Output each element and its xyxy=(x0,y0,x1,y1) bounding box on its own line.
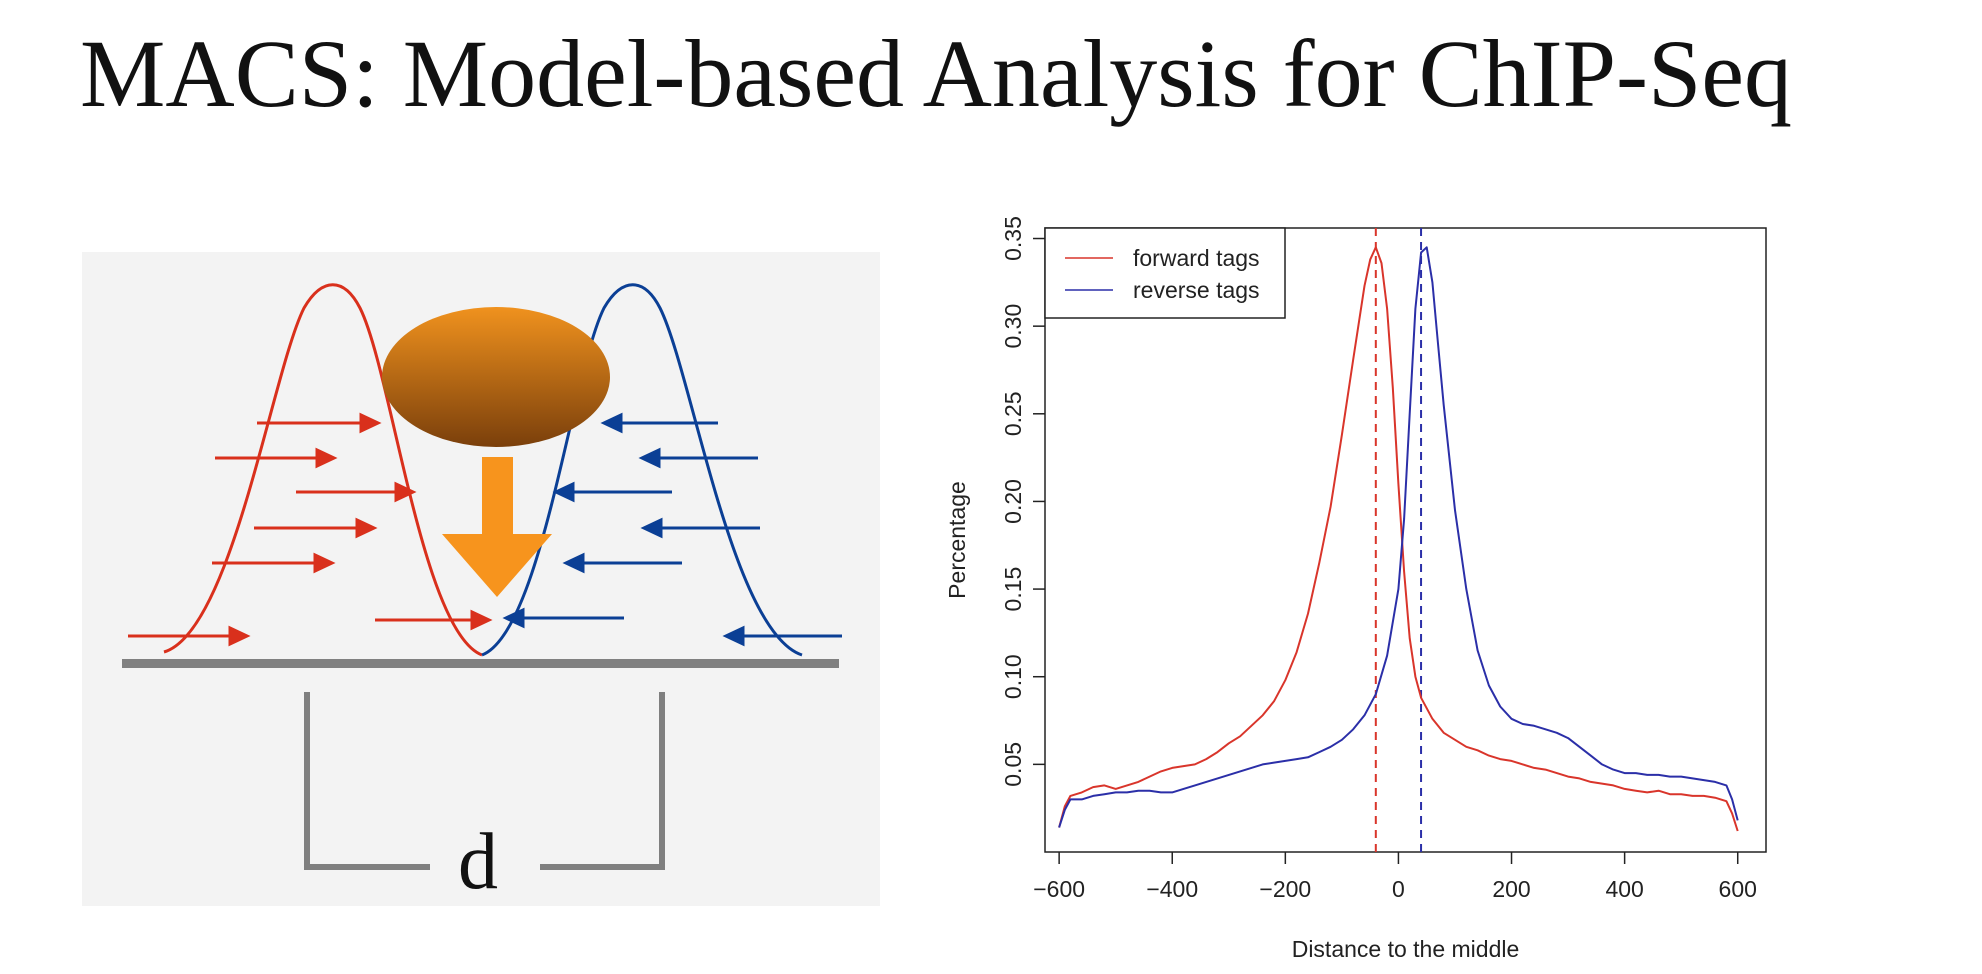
y-tick-label: 0.20 xyxy=(1000,479,1026,524)
x-axis-title: Distance to the middle xyxy=(1292,936,1520,962)
reverse-tag-arrow-icon xyxy=(638,447,758,469)
forward-tag-arrow-icon xyxy=(375,609,493,631)
forward-tag-arrow-icon xyxy=(215,447,338,469)
series-lines xyxy=(1058,246,1739,832)
diagram-canvas: d xyxy=(122,283,842,906)
forward-tag-arrow-icon xyxy=(257,412,382,434)
plot-frame xyxy=(1044,227,1767,853)
y-axis-title: Percentage xyxy=(944,481,970,599)
forward-tag-arrow-icon xyxy=(212,552,336,574)
peak-lines xyxy=(1374,228,1423,852)
legend: forward tags reverse tags xyxy=(1044,227,1286,319)
legend-label-forward: forward tags xyxy=(1133,245,1260,271)
x-tick-label: −400 xyxy=(1146,876,1198,902)
reverse-peak-curve xyxy=(481,283,803,657)
reverse-tag-arrows xyxy=(502,412,842,647)
forward-tag-arrow-icon xyxy=(296,481,417,503)
y-tick-label: 0.10 xyxy=(1000,654,1026,699)
reverse-tag-arrow-icon xyxy=(722,625,842,647)
chip-seq-diagram: d xyxy=(82,252,880,906)
forward-tag-arrows xyxy=(128,412,493,647)
legend-label-reverse: reverse tags xyxy=(1133,277,1260,303)
reverse-tag-arrow-icon xyxy=(600,412,718,434)
y-tick-label: 0.25 xyxy=(1000,391,1026,436)
x-tick-label: −600 xyxy=(1033,876,1085,902)
reverse-tag-arrow-icon xyxy=(502,607,624,629)
protein-blob-icon xyxy=(382,307,610,447)
x-tick-label: 600 xyxy=(1719,876,1757,902)
forward-tag-arrow-icon xyxy=(254,517,378,539)
slide-title: MACS: Model-based Analysis for ChIP-Seq xyxy=(80,20,1792,127)
distance-bracket-right xyxy=(540,692,665,870)
forward-peak-curve xyxy=(163,283,483,657)
forward-tag-arrow-icon xyxy=(128,625,251,647)
y-tick-label: 0.35 xyxy=(1000,216,1026,261)
down-arrow-icon xyxy=(442,457,552,597)
series-line-reverse xyxy=(1058,246,1739,828)
legend-box xyxy=(1044,227,1286,319)
series-line-forward xyxy=(1058,246,1739,832)
distance-bracket-left xyxy=(304,692,430,870)
y-tick-label: 0.30 xyxy=(1000,304,1026,349)
reverse-tag-arrow-icon xyxy=(562,552,682,574)
x-tick-label: 200 xyxy=(1492,876,1530,902)
distance-label: d xyxy=(458,818,498,906)
tag-distribution-chart: −600 −400 −200 0 200 400 600 0.05 0.10 0.15 0.20 0.… xyxy=(900,200,1982,974)
x-tick-label: 400 xyxy=(1605,876,1643,902)
x-tick-label: 0 xyxy=(1392,876,1405,902)
dna-baseline xyxy=(122,659,839,668)
x-tick-label: −200 xyxy=(1259,876,1311,902)
reverse-tag-arrow-icon xyxy=(552,481,672,503)
reverse-tag-arrow-icon xyxy=(640,517,760,539)
axes: −600 −400 −200 0 200 400 600 0.05 0.10 0.15 0.20 0.… xyxy=(1000,216,1757,902)
y-tick-label: 0.05 xyxy=(1000,742,1026,787)
y-tick-label: 0.15 xyxy=(1000,567,1026,612)
chart-canvas: −600 −400 −200 0 200 400 600 0.05 0.10 0.15 0.20 0.… xyxy=(944,216,1767,962)
